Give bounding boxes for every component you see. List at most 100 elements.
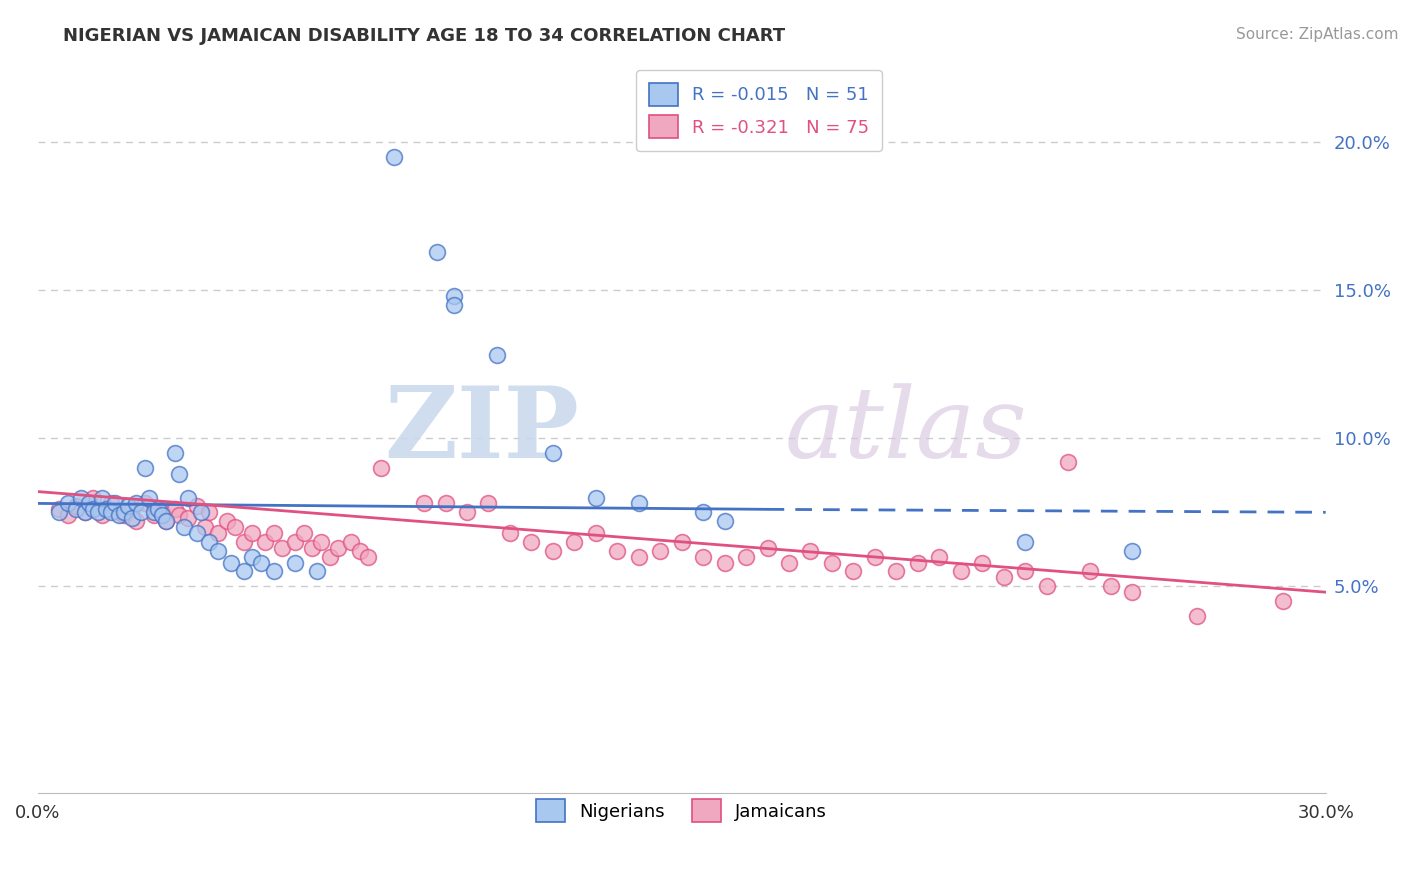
Point — [121, 502, 143, 516]
Point — [240, 549, 263, 564]
Point — [224, 520, 246, 534]
Point — [650, 543, 672, 558]
Point — [284, 534, 307, 549]
Point — [520, 534, 543, 549]
Point — [108, 508, 131, 523]
Point — [219, 556, 242, 570]
Point — [305, 565, 328, 579]
Point — [692, 549, 714, 564]
Point — [382, 150, 405, 164]
Point — [1057, 455, 1080, 469]
Point — [169, 467, 191, 481]
Point — [138, 491, 160, 505]
Point — [627, 496, 650, 510]
Point — [627, 549, 650, 564]
Point — [263, 526, 285, 541]
Point — [456, 505, 478, 519]
Point — [713, 514, 735, 528]
Point — [69, 491, 91, 505]
Point — [73, 505, 96, 519]
Point — [198, 505, 221, 519]
Point — [1121, 585, 1143, 599]
Point — [477, 496, 499, 510]
Point — [134, 496, 156, 510]
Point — [928, 549, 950, 564]
Text: atlas: atlas — [785, 384, 1028, 479]
Point — [842, 565, 865, 579]
Point — [87, 505, 110, 519]
Point — [370, 461, 392, 475]
Point — [340, 534, 363, 549]
Point — [48, 505, 70, 519]
Point — [562, 534, 585, 549]
Point — [198, 534, 221, 549]
Point — [108, 505, 131, 519]
Point — [413, 496, 436, 510]
Point — [541, 446, 564, 460]
Point — [142, 505, 165, 519]
Point — [541, 543, 564, 558]
Point — [65, 502, 87, 516]
Point — [301, 541, 323, 555]
Point — [100, 505, 122, 519]
Point — [96, 502, 118, 516]
Legend: Nigerians, Jamaicans: Nigerians, Jamaicans — [523, 787, 839, 835]
Point — [799, 543, 821, 558]
Point — [328, 541, 350, 555]
Point — [250, 556, 273, 570]
Point — [142, 508, 165, 523]
Point — [263, 565, 285, 579]
Point — [112, 505, 135, 519]
Point — [190, 505, 212, 519]
Point — [1014, 534, 1036, 549]
Point — [863, 549, 886, 564]
Point — [318, 549, 340, 564]
Point — [186, 526, 208, 541]
Point — [434, 496, 457, 510]
Point — [129, 505, 152, 519]
Point — [121, 511, 143, 525]
Point — [240, 526, 263, 541]
Point — [215, 514, 238, 528]
Point — [821, 556, 844, 570]
Point — [65, 500, 87, 514]
Point — [486, 349, 509, 363]
Text: NIGERIAN VS JAMAICAN DISABILITY AGE 18 TO 34 CORRELATION CHART: NIGERIAN VS JAMAICAN DISABILITY AGE 18 T… — [63, 27, 786, 45]
Point — [713, 556, 735, 570]
Point — [155, 514, 177, 528]
Point — [194, 520, 217, 534]
Point — [83, 491, 105, 505]
Text: Source: ZipAtlas.com: Source: ZipAtlas.com — [1236, 27, 1399, 42]
Point — [91, 508, 114, 523]
Point — [112, 508, 135, 523]
Point — [949, 565, 972, 579]
Point — [585, 491, 607, 505]
Point — [134, 461, 156, 475]
Text: ZIP: ZIP — [384, 383, 579, 479]
Point — [165, 502, 187, 516]
Point — [972, 556, 994, 570]
Point — [56, 496, 79, 510]
Point — [165, 446, 187, 460]
Point — [117, 500, 139, 514]
Point — [254, 534, 277, 549]
Point — [292, 526, 315, 541]
Point — [886, 565, 908, 579]
Point — [993, 570, 1015, 584]
Point — [349, 543, 371, 558]
Point — [207, 526, 229, 541]
Point — [83, 502, 105, 516]
Point — [309, 534, 332, 549]
Point — [357, 549, 380, 564]
Point — [125, 496, 148, 510]
Point — [443, 298, 465, 312]
Point — [426, 244, 449, 259]
Point — [232, 534, 254, 549]
Point — [125, 514, 148, 528]
Point — [77, 496, 100, 510]
Point — [56, 508, 79, 523]
Point — [186, 500, 208, 514]
Point — [232, 565, 254, 579]
Point — [1035, 579, 1057, 593]
Point — [606, 543, 628, 558]
